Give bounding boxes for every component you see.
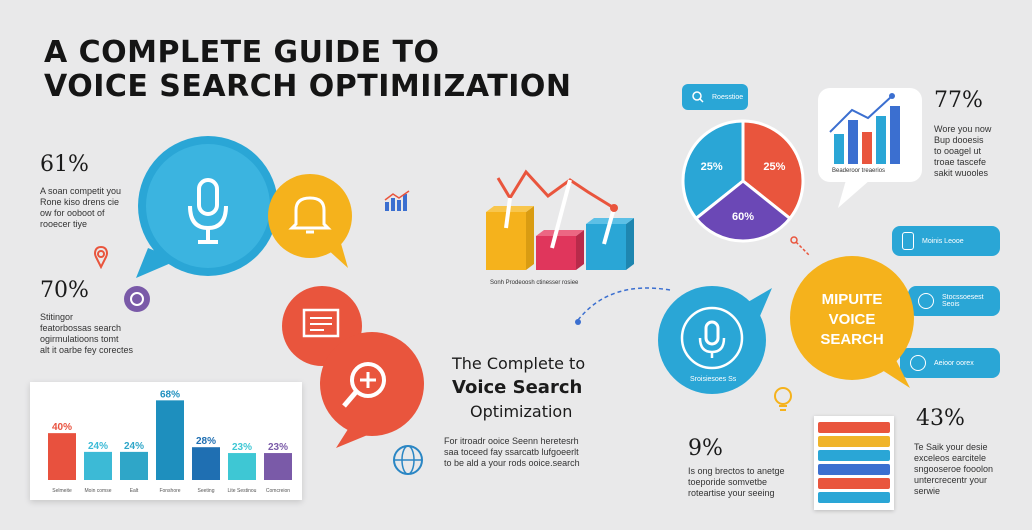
- microphone-bubble: [136, 136, 278, 278]
- page-title: A COMPLETE GUIDE TO VOICE SEARCH OPTIMII…: [44, 36, 571, 104]
- bar-category-4: Seeting: [198, 488, 215, 494]
- bar-category-6: Comcreion: [266, 488, 290, 494]
- title-line-1: A COMPLETE GUIDE TO: [44, 35, 440, 70]
- bar-0: [48, 433, 76, 480]
- bar-2: [120, 451, 148, 480]
- pie-slice-1: [741, 119, 805, 221]
- stacked-layers: [818, 422, 890, 503]
- caption-line-2: Voice Search: [452, 377, 583, 398]
- bar-category-0: Selmeite: [52, 488, 72, 494]
- center-bar-pink: [536, 230, 584, 270]
- search-circle-icon: [918, 293, 934, 309]
- bar-4: [192, 447, 220, 480]
- voice-bubble-line-3: SEARCH: [820, 331, 884, 348]
- bell-icon: [288, 196, 332, 234]
- top-search-pill-label: Roesstioe: [712, 93, 744, 101]
- bar-label-5: 23%: [232, 442, 252, 453]
- bar-category-5: Lite Sestinou: [228, 488, 257, 494]
- bar-label-2: 24%: [124, 441, 144, 452]
- stat-9-value: 9%: [688, 436, 723, 461]
- stat-70-text: Stitingor featorbossas search ogirmulati…: [40, 312, 134, 355]
- caption-line-3: Optimization: [470, 402, 573, 421]
- bar-label-6: 23%: [268, 442, 288, 453]
- bar-5: [228, 453, 256, 480]
- bar-label-1: 24%: [88, 441, 108, 452]
- center-bar-yellow: [486, 206, 534, 270]
- bar-1: [84, 451, 112, 480]
- stat-43-text: Te Saik your desie exceleos earcitele sn…: [914, 442, 994, 496]
- top-search-pill[interactable]: Roesstioe: [682, 84, 748, 110]
- voice-bubble-line-2: VOICE: [828, 311, 876, 328]
- mobile-icon: [902, 232, 914, 250]
- voice-search-bubble: [790, 256, 914, 388]
- pie-label-1: 25%: [763, 161, 785, 173]
- bar-label-4: 28%: [196, 436, 216, 447]
- right-pill-voice[interactable]: Aeioor oorex: [900, 348, 1000, 378]
- growth-chart-bubble: [818, 88, 922, 208]
- document-icon: [302, 308, 340, 338]
- stack-layer-4: [818, 478, 890, 489]
- dot-connector: [790, 236, 811, 257]
- center-chart-footer: Sonh Prodeoosh ctinesser rosiee: [490, 280, 579, 286]
- dashed-connector: [575, 287, 671, 325]
- growth-chart-footer: Beaderoor treaerios: [832, 168, 886, 174]
- bar-category-2: Ealt: [130, 488, 139, 494]
- search-bubble: [320, 332, 424, 448]
- bar-label-3: 68%: [160, 389, 180, 400]
- stack-layer-2: [818, 450, 890, 461]
- pie-label-2: 60%: [732, 211, 754, 223]
- mic-badge-label: Sroisiesoes Ss: [690, 376, 737, 383]
- lightbulb-icon: [774, 387, 792, 411]
- bar-category-3: Fonshore: [159, 488, 180, 494]
- right-pill-search[interactable]: Stocssoesest Seois: [908, 286, 1000, 316]
- pie-label-0: 25%: [701, 161, 723, 173]
- search-icon: [342, 362, 386, 408]
- stack-layer-1: [818, 436, 890, 447]
- center-trend-line: [496, 169, 615, 210]
- stat-9-text: Is ong brectos to anetge toeporide somve…: [688, 466, 785, 498]
- caption-sub: For itroadr ooice Seenn heretesrh saa to…: [444, 436, 580, 468]
- right-pill-mobile[interactable]: Moinis Leooe: [892, 226, 1000, 256]
- stat-77-value: 77%: [934, 88, 983, 113]
- microphone-small-icon: [698, 320, 726, 358]
- voice-circle-icon: [910, 355, 926, 371]
- stack-layer-3: [818, 464, 890, 475]
- caption-line-1: The Complete to: [452, 354, 586, 373]
- bar-label-0: 40%: [52, 422, 72, 433]
- bar-category-1: Moin comse: [85, 488, 112, 494]
- microphone-icon: [188, 178, 228, 244]
- bar-chart-svg: 40% Selmeite 24% Moin comse 24% Ealt 68% Fonsho…: [48, 389, 292, 494]
- title-line-2: VOICE SEARCH OPTIMIIZATION: [44, 69, 572, 104]
- bar-chart-card: 40% Selmeite 24% Moin comse 24% Ealt 68% Fonsho…: [30, 382, 302, 500]
- stat-70-value: 70%: [40, 278, 89, 303]
- center-caption: The Complete to Voice Search Optimizatio…: [452, 352, 585, 424]
- bar-chart-icon: [384, 190, 410, 211]
- location-pin-icon: [94, 245, 108, 269]
- center-growth-chart: [486, 169, 634, 270]
- notification-bubble: [268, 174, 352, 268]
- pie-chart: 25% 25% 60%: [681, 119, 805, 243]
- right-pill-voice-label: Aeioor oorex: [934, 359, 974, 367]
- globe-icon: [393, 445, 423, 475]
- right-pill-mobile-label: Moinis Leooe: [922, 237, 964, 245]
- gear-badge-icon: [124, 286, 150, 312]
- pie-slice-2: [693, 179, 793, 243]
- stat-77-text: Wore you now Bup dooesis to ooagel ut tr…: [934, 124, 992, 178]
- mic-circle-badge: [658, 286, 772, 394]
- bar-3: [156, 400, 184, 480]
- stat-43-value: 43%: [916, 406, 965, 431]
- stat-61-value: 61%: [40, 152, 89, 177]
- stack-layer-5: [818, 492, 890, 503]
- stack-layer-0: [818, 422, 890, 433]
- voice-search-bubble-text: MIPUITE VOICE SEARCH: [782, 290, 922, 350]
- bar-6: [264, 453, 292, 480]
- stat-61-text: A soan competit you Rone kiso drens cie …: [40, 186, 122, 229]
- stacked-layers-panel: [814, 416, 894, 510]
- pie-slice-0: [681, 119, 745, 221]
- voice-bubble-line-1: MIPUITE: [821, 291, 883, 308]
- right-pill-search-label: Stocssoesest Seois: [942, 294, 984, 308]
- search-small-icon: [692, 91, 704, 103]
